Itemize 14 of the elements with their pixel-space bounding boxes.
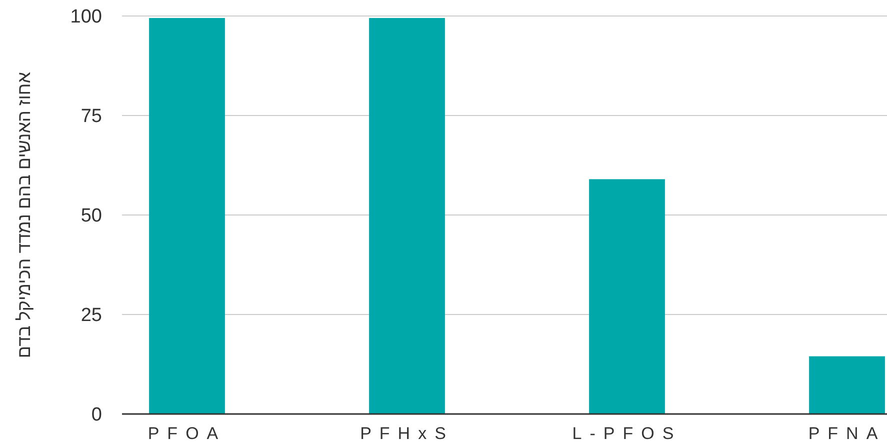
y-tick-label: 100 bbox=[70, 6, 102, 28]
bar bbox=[809, 356, 885, 414]
bar bbox=[369, 18, 445, 414]
x-tick-label: PFOA bbox=[148, 424, 226, 443]
x-tick-label: PFHxS bbox=[360, 424, 454, 443]
y-tick-label: 75 bbox=[80, 106, 102, 128]
x-tick-label: PFNA bbox=[808, 424, 886, 443]
y-tick-label: 25 bbox=[80, 305, 102, 326]
bar bbox=[149, 18, 225, 414]
bar bbox=[589, 179, 665, 414]
x-tick-label: L-PFOS bbox=[572, 424, 682, 443]
y-tick-label: 0 bbox=[91, 404, 102, 426]
y-axis-title: אחוז האנשים בהם נמדד הכימיקל בדם bbox=[14, 71, 34, 358]
y-tick-label: 50 bbox=[80, 206, 102, 227]
